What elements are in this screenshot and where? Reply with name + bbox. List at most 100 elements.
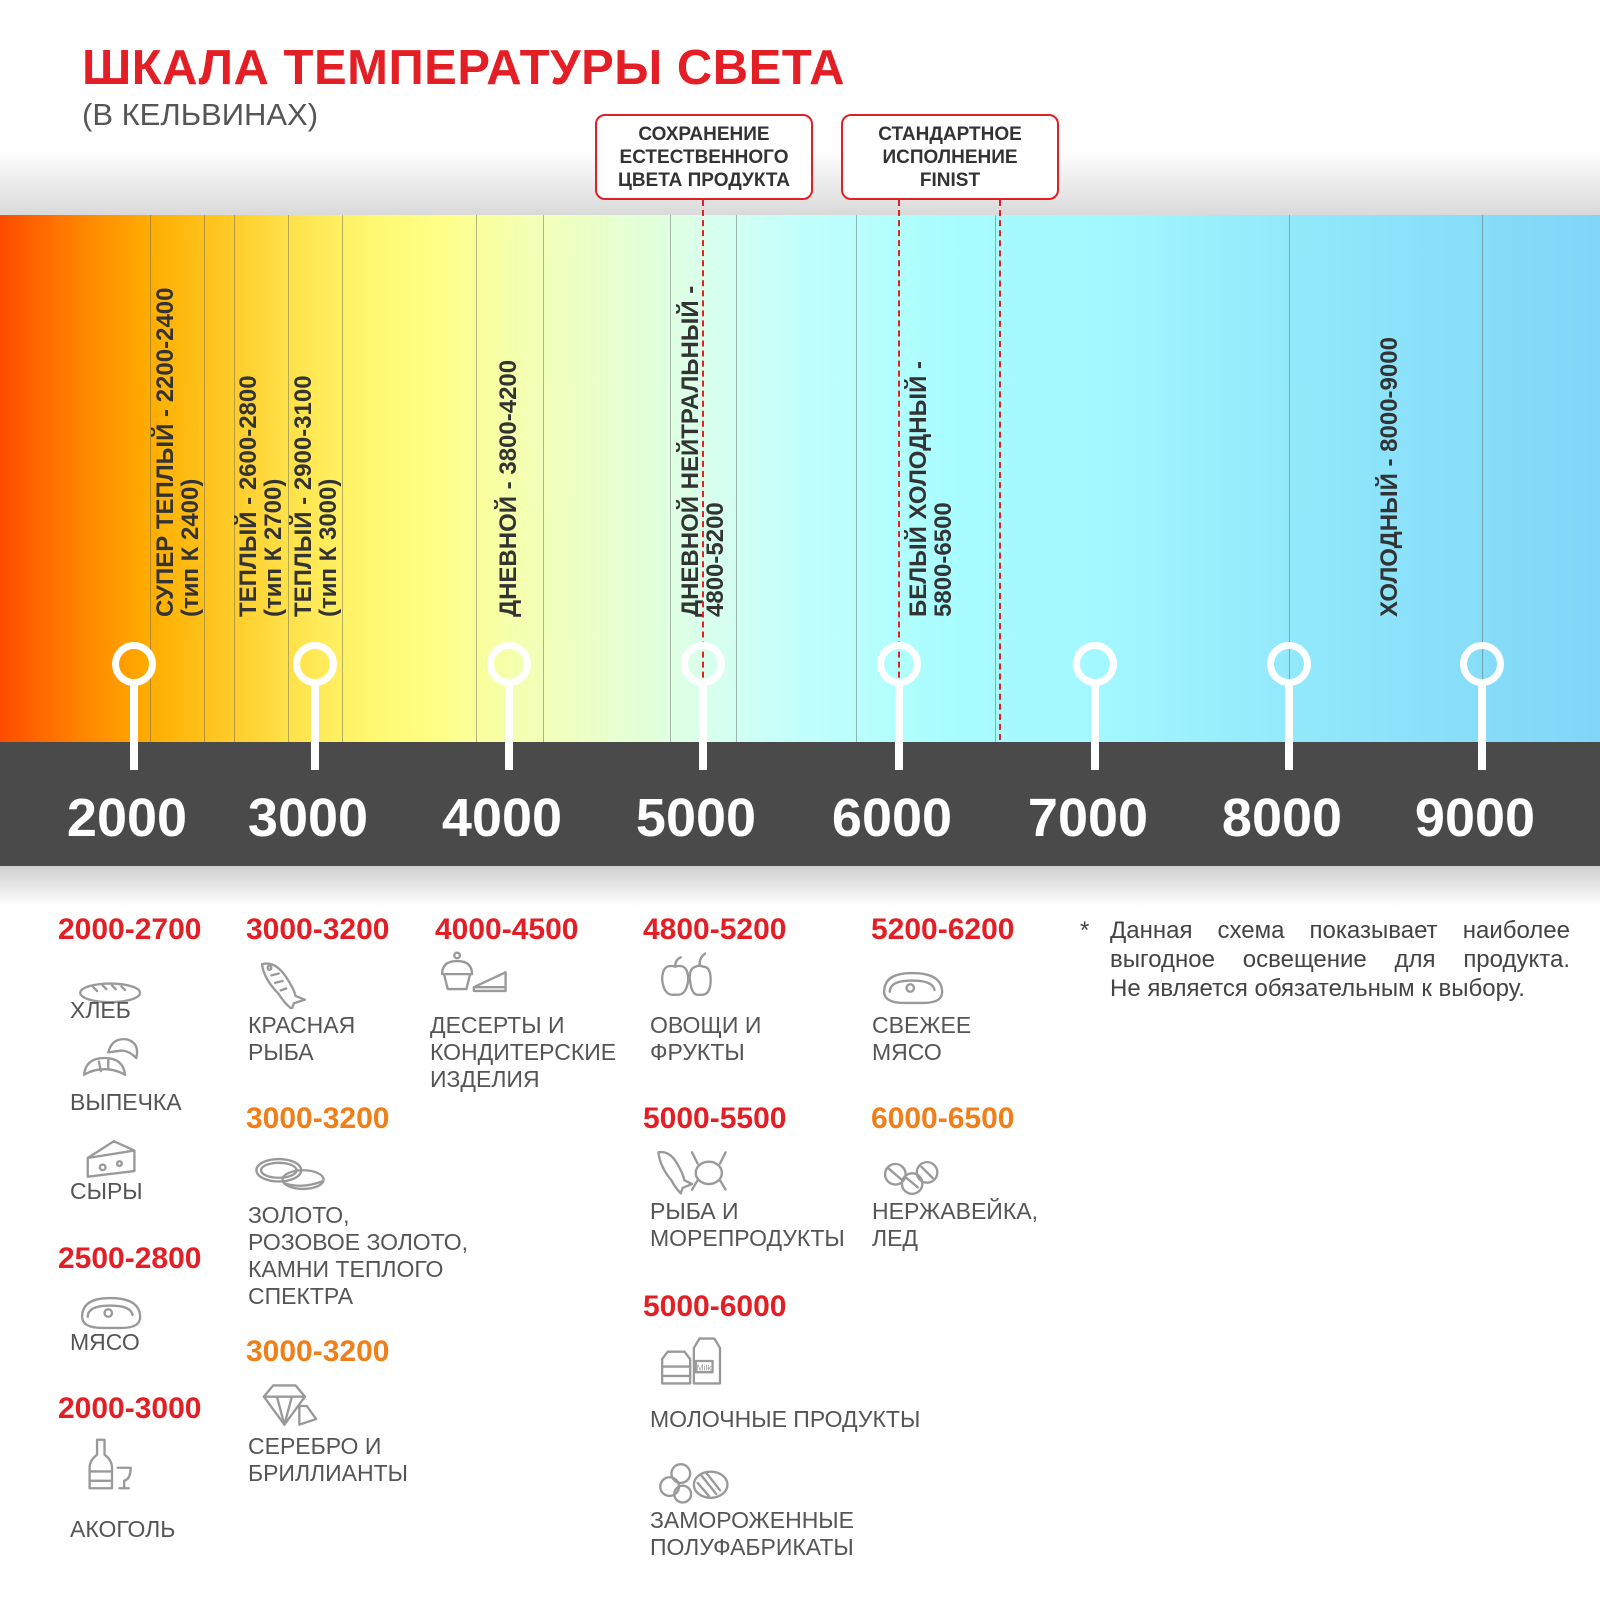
bottle-glass-icon bbox=[88, 1438, 132, 1490]
page-title: ШКАЛА ТЕМПЕРАТУРЫ СВЕТА bbox=[82, 41, 846, 95]
band-separator bbox=[670, 215, 671, 743]
product-label: МОЛОЧНЫЕ ПРОДУКТЫ bbox=[650, 1406, 920, 1433]
callout-line: СОХРАНЕНИЕ bbox=[638, 123, 770, 145]
product-label: МЯСО bbox=[70, 1329, 140, 1356]
product-label: ЗОЛОТО, РОЗОВОЕ ЗОЛОТО, КАМНИ ТЕПЛОГО СПЕКТ… bbox=[248, 1202, 468, 1310]
frozen-food-icon bbox=[659, 1463, 729, 1504]
callout-dashed-line bbox=[898, 200, 900, 768]
tick-label: 6000 bbox=[831, 788, 953, 848]
product-icon-wrap bbox=[250, 953, 330, 1014]
product-label-line: ПОЛУФАБРИКАТЫ bbox=[650, 1534, 854, 1560]
tick-label: 3000 bbox=[247, 788, 369, 848]
footnote-line: Данная схема показывает наиболее bbox=[1110, 917, 1570, 944]
band-separator bbox=[1482, 215, 1483, 743]
tick-label: 9000 bbox=[1414, 788, 1536, 848]
footnote: * Данная схема показывает наиболее выгод… bbox=[1080, 916, 1570, 1003]
kelvin-range-label: 2000-2700 bbox=[58, 913, 202, 946]
product-label: ХЛЕБ bbox=[70, 997, 131, 1024]
bottom-shade bbox=[0, 866, 1600, 906]
product-label: НЕРЖАВЕЙКА, ЛЕД bbox=[872, 1198, 1038, 1252]
product-label-line: РЫБА bbox=[248, 1039, 314, 1065]
band-label-line1: БЕЛЫЙ ХОЛОДНЫЙ - bbox=[905, 361, 932, 617]
band-label-line1: ХОЛОДНЫЙ - 8000-9000 bbox=[1376, 337, 1403, 617]
kelvin-range-label: 3000-3200 bbox=[246, 913, 390, 946]
callout-dashed-line bbox=[999, 200, 1001, 740]
band-label-line1: ТЕПЛЫЙ - 2600-2800 bbox=[235, 375, 262, 617]
product-label-line: СПЕКТРА bbox=[248, 1283, 354, 1309]
pin-stem bbox=[311, 684, 319, 770]
product-label-line: КОНДИТЕРСКИЕ bbox=[430, 1039, 617, 1065]
product-label: СЫРЫ bbox=[70, 1178, 143, 1205]
product-label-line: РОЗОВОЕ ЗОЛОТО, bbox=[248, 1229, 468, 1255]
band-label-line2: (тип К 3000) bbox=[315, 478, 342, 617]
product-label: СВЕЖЕЕ МЯСО bbox=[872, 1012, 971, 1066]
product-label-line: ВЫПЕЧКА bbox=[70, 1089, 182, 1115]
kelvin-range-label: 2500-2800 bbox=[58, 1242, 202, 1275]
band-separator bbox=[856, 215, 857, 743]
pin-stem bbox=[699, 684, 707, 770]
cupcake-cake-icon bbox=[440, 951, 507, 993]
product-label: ЗАМОРОЖЕННЫЕ ПОЛУФАБРИКАТЫ bbox=[650, 1507, 854, 1561]
product-icon-wrap: Milk bbox=[652, 1333, 732, 1394]
croissant-icon bbox=[82, 1037, 139, 1076]
product-label-line: БРИЛЛИАНТЫ bbox=[248, 1460, 409, 1486]
cheese-icon bbox=[86, 1140, 136, 1178]
bread-icon bbox=[79, 982, 142, 1004]
product-label-line: МОРЕПРОДУКТЫ bbox=[650, 1225, 845, 1251]
pin-stem bbox=[895, 684, 903, 770]
product-icon-wrap bbox=[652, 1453, 732, 1514]
band-label-line2: 5800-6500 bbox=[930, 502, 957, 617]
band-label-line2: (тип К 2700) bbox=[260, 478, 287, 617]
product-icon-wrap bbox=[250, 1146, 330, 1207]
product-icon-wrap bbox=[652, 1143, 732, 1204]
product-label-line: КРАСНАЯ bbox=[248, 1012, 356, 1038]
product-label: ОВОЩИ И ФРУКТЫ bbox=[650, 1012, 761, 1066]
pin-marker-icon bbox=[487, 642, 531, 686]
product-icon-wrap bbox=[72, 1285, 152, 1346]
product-label: РЫБА И МОРЕПРОДУКТЫ bbox=[650, 1198, 845, 1252]
band-label-line2: 4800-5200 bbox=[702, 502, 729, 617]
band-label: ХОЛОДНЫЙ - 8000-9000 bbox=[1376, 337, 1403, 617]
product-label: КРАСНАЯ РЫБА bbox=[248, 1012, 355, 1066]
ice-cubes-icon bbox=[883, 1160, 939, 1196]
product-label-line: ЗОЛОТО, bbox=[248, 1202, 350, 1228]
kelvin-range-label: 4000-4500 bbox=[435, 913, 579, 946]
rings-icon bbox=[255, 1157, 325, 1191]
tick-label: 4000 bbox=[441, 788, 563, 848]
milk-cartons-icon: Milk bbox=[660, 1337, 722, 1385]
band-separator bbox=[234, 215, 235, 743]
kelvin-scale-band bbox=[0, 742, 1600, 866]
kelvin-range-label: 3000-3200 bbox=[246, 1102, 390, 1135]
band-separator bbox=[150, 215, 151, 743]
steak-icon bbox=[80, 1296, 142, 1330]
pin-marker-icon bbox=[1460, 642, 1504, 686]
diamond-icon bbox=[262, 1384, 318, 1426]
product-label-line: МОЛОЧНЫЕ ПРОДУКТЫ bbox=[650, 1406, 921, 1432]
product-icon-wrap bbox=[72, 1130, 152, 1191]
band-separator bbox=[736, 215, 737, 743]
product-label-line: ХЛЕБ bbox=[70, 997, 131, 1023]
kelvin-range-label: 5200-6200 bbox=[871, 913, 1015, 946]
callout-line: СТАНДАРТНОЕ bbox=[878, 123, 1022, 145]
pin-marker-icon bbox=[1267, 642, 1311, 686]
band-separator bbox=[995, 215, 996, 743]
product-icon-wrap bbox=[72, 1436, 152, 1497]
product-icon-wrap bbox=[652, 948, 732, 1009]
product-label-line: АКОГОЛЬ bbox=[70, 1516, 176, 1542]
band-label: ДНЕВНОЙ - 3800-4200 bbox=[495, 360, 522, 617]
band-separator bbox=[476, 215, 477, 743]
kelvin-range-label: 3000-3200 bbox=[246, 1335, 390, 1368]
callout-finist-standard: СТАНДАРТНОЕ ИСПОЛНЕНИЕ FINIST bbox=[841, 114, 1059, 200]
product-icon-wrap bbox=[72, 963, 152, 1024]
pin-stem bbox=[130, 684, 138, 770]
product-label: СЕРЕБРО И БРИЛЛИАНТЫ bbox=[248, 1433, 408, 1487]
color-temperature-gradient bbox=[0, 215, 1600, 743]
pin-marker-icon bbox=[293, 642, 337, 686]
product-icon-wrap bbox=[874, 960, 954, 1021]
footnote-line: Не является обязательным к выбору. bbox=[1110, 975, 1525, 1002]
product-label-line: ДЕСЕРТЫ И bbox=[430, 1012, 565, 1038]
fish-icon bbox=[260, 962, 307, 1011]
product-label-line: НЕРЖАВЕЙКА, bbox=[872, 1198, 1038, 1224]
band-label: СУПЕР ТЕПЛЫЙ - 2200-2400 (тип К 2400) bbox=[152, 288, 204, 617]
tick-label: 2000 bbox=[66, 788, 188, 848]
